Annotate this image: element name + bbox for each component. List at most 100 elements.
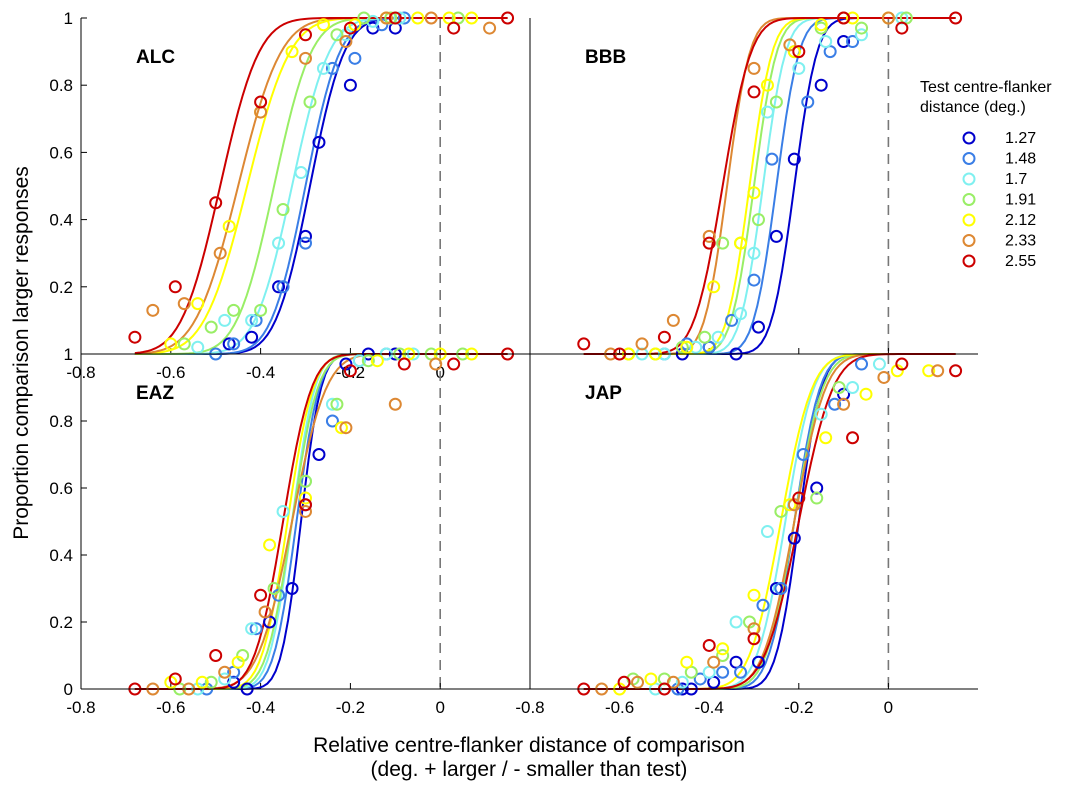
data-point-2.33 [299, 51, 312, 65]
data-point-2.33 [483, 21, 497, 35]
fit-curve-1.91 [134, 17, 508, 355]
x-tick-label: -0.6 [156, 363, 185, 382]
data-point-2.33 [631, 675, 645, 689]
data-point-1.91 [698, 330, 712, 344]
data-point-1.91 [384, 11, 398, 25]
data-point-1.48 [765, 152, 779, 166]
data-point-2.55 [702, 638, 716, 652]
data-point-2.55 [702, 236, 716, 250]
data-point-1.7 [855, 28, 869, 42]
data-point-1.7 [272, 236, 286, 250]
data-point-1.48 [756, 598, 770, 612]
data-point-1.48 [693, 672, 707, 686]
data-point-2.33 [218, 665, 232, 679]
y-tick-label: 0.8 [49, 412, 73, 431]
data-point-1.91 [177, 337, 191, 351]
data-point-2.55 [846, 431, 860, 445]
panel-frame-lines [80, 18, 978, 690]
data-point-1.48 [325, 61, 339, 75]
data-point-1.7 [711, 330, 725, 344]
data-point-2.55 [792, 491, 806, 505]
fit-curve-2.33 [583, 353, 956, 690]
data-point-1.91 [204, 675, 218, 689]
data-point-1.91 [357, 11, 371, 25]
data-point-1.91 [276, 203, 290, 217]
data-point-2.12 [334, 421, 348, 435]
data-point-2.33 [388, 397, 402, 411]
fit-curve-2.55 [583, 17, 956, 355]
data-point-2.55 [577, 337, 591, 351]
data-point-2.12 [734, 236, 748, 250]
legend-title-line1: Test centre-flanker [920, 79, 1052, 96]
fit-curve-1.48 [134, 353, 508, 690]
data-point-2.33 [379, 11, 393, 25]
y-tick-label: 0.4 [49, 211, 73, 230]
data-point-1.7 [675, 675, 689, 689]
data-point-2.55 [299, 28, 312, 42]
data-point-2.12 [819, 431, 833, 445]
data-point-2.12 [680, 655, 694, 669]
fit-curve-1.27 [134, 353, 508, 690]
data-point-1.7 [218, 313, 232, 327]
data-point-2.55 [792, 45, 806, 59]
data-point-2.12 [285, 45, 299, 59]
data-point-1.27 [299, 229, 312, 243]
data-point-1.7 [747, 246, 761, 260]
legend-marker-2.55 [962, 254, 976, 268]
x-tick-label: -0.4 [246, 698, 275, 717]
data-point-1.27 [751, 320, 765, 334]
data-point-1.7 [760, 105, 774, 119]
data-point-1.27 [769, 582, 783, 595]
data-point-2.12 [760, 78, 774, 92]
data-point-2.55 [128, 330, 142, 344]
data-point-1.27 [285, 582, 299, 595]
fit-curve-2.33 [134, 17, 508, 355]
data-point-1.91 [330, 28, 344, 42]
data-point-1.91 [227, 303, 241, 317]
data-point-2.33 [635, 337, 649, 351]
data-point-1.27 [787, 152, 801, 166]
y-tick-label: 0 [64, 680, 73, 699]
data-point-1.91 [299, 474, 312, 488]
data-point-1.48 [227, 337, 241, 351]
data-point-1.7 [846, 381, 860, 394]
x-tick-label: -0.6 [605, 698, 634, 717]
data-point-2.33 [299, 504, 312, 518]
data-point-1.91 [810, 491, 824, 505]
data-point-2.12 [644, 672, 658, 686]
legend-marker-2.33 [962, 234, 976, 247]
x-tick-label: -0.4 [246, 363, 275, 382]
data-point-1.91 [361, 354, 375, 368]
x-tick-label: -0.2 [784, 698, 813, 717]
data-point-2.55 [254, 588, 268, 602]
data-point-1.27 [343, 78, 357, 92]
panels-group: ALC 0.2 0.4 0.6 0.8 1 -0.8 -0.6 -0.4 -0.2 0 BBB EAZ 0… [49, 9, 963, 717]
legend-label-1.48: 1.48 [1005, 151, 1036, 168]
data-point-1.48 [325, 414, 339, 428]
data-point-2.33 [146, 303, 160, 317]
legend-marker-2.12 [962, 213, 976, 227]
data-point-2.12 [370, 354, 384, 368]
y-tick-label: 0.2 [49, 278, 73, 297]
data-point-2.55 [747, 85, 761, 99]
fit-curve-1.27 [583, 17, 956, 355]
data-point-2.12 [231, 655, 245, 669]
data-point-1.48 [774, 582, 788, 595]
y-tick-label: 0.2 [49, 613, 73, 632]
data-point-1.91 [675, 340, 689, 354]
data-point-2.12 [299, 491, 312, 505]
data-point-1.27 [769, 229, 783, 243]
data-point-2.55 [747, 632, 761, 646]
data-point-2.55 [254, 95, 268, 109]
x-tick-label: 0 [435, 698, 444, 717]
data-point-2.12 [814, 18, 828, 32]
data-point-2.12 [716, 642, 730, 656]
data-point-1.7 [814, 407, 828, 421]
data-point-2.12 [846, 11, 860, 25]
fit-curve-1.7 [134, 353, 508, 690]
data-point-2.12 [316, 18, 330, 32]
x-tick-label: -0.4 [695, 698, 724, 717]
fit-curve-2.55 [134, 353, 508, 690]
data-point-2.33 [339, 421, 353, 435]
